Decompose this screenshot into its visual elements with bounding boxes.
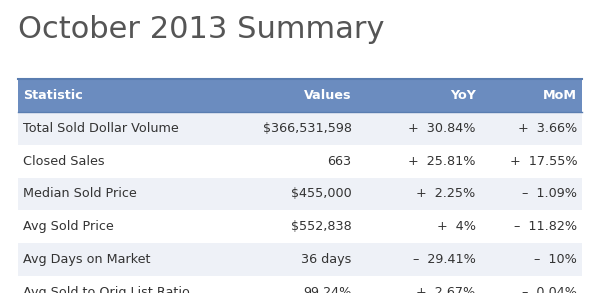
Text: –  29.41%: – 29.41% [413, 253, 476, 266]
Text: +  4%: + 4% [437, 220, 476, 233]
Text: Avg Days on Market: Avg Days on Market [23, 253, 151, 266]
Text: Median Sold Price: Median Sold Price [23, 188, 137, 200]
Text: October 2013 Summary: October 2013 Summary [18, 15, 385, 44]
Text: Values: Values [304, 89, 352, 102]
Text: +  2.67%: + 2.67% [416, 286, 476, 293]
Text: –  0.04%: – 0.04% [522, 286, 577, 293]
Text: –  11.82%: – 11.82% [514, 220, 577, 233]
Text: Avg Sold Price: Avg Sold Price [23, 220, 113, 233]
Text: 99.24%: 99.24% [303, 286, 352, 293]
Text: 36 days: 36 days [301, 253, 352, 266]
Text: Total Sold Dollar Volume: Total Sold Dollar Volume [23, 122, 179, 135]
Text: YoY: YoY [450, 89, 476, 102]
Text: $366,531,598: $366,531,598 [263, 122, 352, 135]
Text: +  3.66%: + 3.66% [518, 122, 577, 135]
Text: –  1.09%: – 1.09% [522, 188, 577, 200]
Text: Statistic: Statistic [23, 89, 83, 102]
Text: –  10%: – 10% [535, 253, 577, 266]
Text: +  25.81%: + 25.81% [408, 155, 476, 168]
Text: 663: 663 [328, 155, 352, 168]
Text: Avg Sold to Orig List Ratio: Avg Sold to Orig List Ratio [23, 286, 190, 293]
Text: +  30.84%: + 30.84% [408, 122, 476, 135]
Text: Closed Sales: Closed Sales [23, 155, 104, 168]
Text: MoM: MoM [543, 89, 577, 102]
Text: $455,000: $455,000 [291, 188, 352, 200]
Text: +  2.25%: + 2.25% [416, 188, 476, 200]
Text: +  17.55%: + 17.55% [509, 155, 577, 168]
Text: $552,838: $552,838 [291, 220, 352, 233]
